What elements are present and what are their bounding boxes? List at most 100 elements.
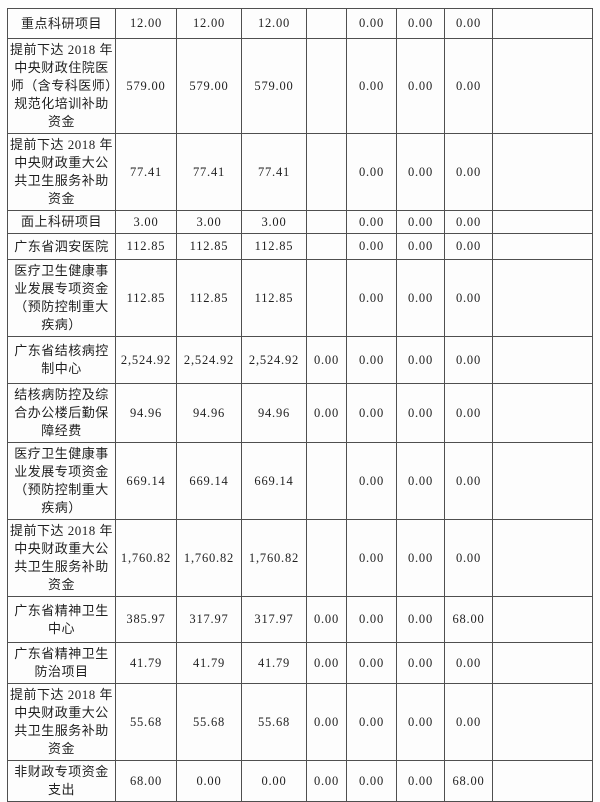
amount-cell: 0.00 xyxy=(444,8,493,39)
amount-cell xyxy=(306,8,347,39)
amount-cell: 579.00 xyxy=(176,38,242,134)
amount-cell: 0.00 xyxy=(444,38,493,134)
project-name-cell: 提前下达 2018 年中央财政重大公共卫生服务补助资金 xyxy=(7,133,116,211)
amount-cell: 41.79 xyxy=(241,642,307,684)
amount-cell: 0.00 xyxy=(396,133,445,211)
amount-cell: 12.00 xyxy=(176,8,242,39)
amount-cell: 0.00 xyxy=(176,760,242,802)
amount-cell: 0.00 xyxy=(306,596,347,643)
amount-cell: 0.00 xyxy=(396,642,445,684)
amount-cell xyxy=(306,38,347,134)
amount-cell: 112.85 xyxy=(176,233,242,260)
amount-cell: 0.00 xyxy=(241,760,307,802)
amount-cell: 317.97 xyxy=(176,596,242,643)
project-name-cell: 广东省精神卫生防治项目 xyxy=(7,642,116,684)
project-name-cell: 面上科研项目 xyxy=(7,210,116,234)
amount-cell: 0.00 xyxy=(346,133,397,211)
amount-cell: 0.00 xyxy=(346,210,397,234)
amount-cell xyxy=(492,596,593,643)
amount-cell: 385.97 xyxy=(115,596,177,643)
table-row: 广东省精神卫生防治项目 41.79 41.79 41.79 0.00 0.00 0.00 0.… xyxy=(7,642,593,684)
amount-cell xyxy=(492,442,593,520)
amount-cell xyxy=(492,760,593,802)
amount-cell xyxy=(492,38,593,134)
amount-cell: 3.00 xyxy=(241,210,307,234)
amount-cell xyxy=(492,210,593,234)
amount-cell: 112.85 xyxy=(241,259,307,337)
amount-cell: 55.68 xyxy=(115,683,177,761)
amount-cell: 0.00 xyxy=(346,38,397,134)
table-row: 提前下达 2018 年中央财政重大公共卫生服务补助资金 1,760.82 1,760… xyxy=(7,519,593,597)
amount-cell: 3.00 xyxy=(176,210,242,234)
project-name-cell: 提前下达 2018 年中央财政住院医师（含专科医师）规范化培训补助资金 xyxy=(7,38,116,134)
amount-cell xyxy=(306,519,347,597)
project-name-cell: 医疗卫生健康事业发展专项资金（预防控制重大疾病） xyxy=(7,442,116,520)
amount-cell: 112.85 xyxy=(176,259,242,337)
amount-cell: 12.00 xyxy=(115,8,177,39)
amount-cell xyxy=(306,133,347,211)
amount-cell xyxy=(492,336,593,384)
amount-cell: 2,524.92 xyxy=(115,336,177,384)
amount-cell: 0.00 xyxy=(396,442,445,520)
amount-cell: 55.68 xyxy=(176,683,242,761)
amount-cell: 0.00 xyxy=(346,442,397,520)
amount-cell xyxy=(492,133,593,211)
amount-cell: 0.00 xyxy=(346,336,397,384)
amount-cell: 0.00 xyxy=(306,642,347,684)
amount-cell: 94.96 xyxy=(176,383,242,443)
budget-table: 重点科研项目 12.00 12.00 12.00 0.00 0.00 0.00 提前下达 20… xyxy=(7,8,593,802)
amount-cell: 55.68 xyxy=(241,683,307,761)
amount-cell: 0.00 xyxy=(396,760,445,802)
amount-cell: 3.00 xyxy=(115,210,177,234)
project-name-cell: 结核病防控及综合办公楼后勤保障经费 xyxy=(7,383,116,443)
amount-cell: 41.79 xyxy=(176,642,242,684)
amount-cell: 0.00 xyxy=(396,259,445,337)
amount-cell: 0.00 xyxy=(444,442,493,520)
amount-cell xyxy=(306,233,347,260)
amount-cell: 12.00 xyxy=(241,8,307,39)
table-row: 面上科研项目 3.00 3.00 3.00 0.00 0.00 0.00 xyxy=(7,210,593,234)
table-row: 提前下达 2018 年中央财政住院医师（含专科医师）规范化培训补助资金 579.0… xyxy=(7,38,593,134)
table-row: 医疗卫生健康事业发展专项资金（预防控制重大疾病） 669.14 669.14 669.… xyxy=(7,442,593,520)
amount-cell: 0.00 xyxy=(396,519,445,597)
amount-cell: 77.41 xyxy=(176,133,242,211)
amount-cell: 2,524.92 xyxy=(176,336,242,384)
amount-cell: 0.00 xyxy=(306,760,347,802)
amount-cell: 669.14 xyxy=(241,442,307,520)
project-name-cell: 广东省精神卫生中心 xyxy=(7,596,116,643)
amount-cell: 94.96 xyxy=(115,383,177,443)
project-name-cell: 广东省泗安医院 xyxy=(7,233,116,260)
amount-cell xyxy=(306,442,347,520)
amount-cell: 0.00 xyxy=(396,38,445,134)
amount-cell xyxy=(492,519,593,597)
amount-cell xyxy=(306,259,347,337)
project-name-cell: 非财政专项资金支出 xyxy=(7,760,116,802)
amount-cell: 0.00 xyxy=(444,133,493,211)
amount-cell: 1,760.82 xyxy=(241,519,307,597)
table-row: 提前下达 2018 年中央财政重大公共卫生服务补助资金 55.68 55.68 55.… xyxy=(7,683,593,761)
amount-cell: 0.00 xyxy=(396,336,445,384)
amount-cell: 94.96 xyxy=(241,383,307,443)
amount-cell: 0.00 xyxy=(346,642,397,684)
project-name-cell: 广东省结核病控制中心 xyxy=(7,336,116,384)
amount-cell xyxy=(492,642,593,684)
amount-cell: 77.41 xyxy=(241,133,307,211)
amount-cell: 579.00 xyxy=(115,38,177,134)
amount-cell xyxy=(492,259,593,337)
amount-cell xyxy=(492,383,593,443)
table-row: 广东省泗安医院 112.85 112.85 112.85 0.00 0.00 0.00 xyxy=(7,233,593,260)
amount-cell: 0.00 xyxy=(396,683,445,761)
amount-cell xyxy=(306,210,347,234)
table-row: 广东省精神卫生中心 385.97 317.97 317.97 0.00 0.00 0.00 6… xyxy=(7,596,593,643)
amount-cell: 0.00 xyxy=(346,596,397,643)
amount-cell: 68.00 xyxy=(115,760,177,802)
table-row: 广东省结核病控制中心 2,524.92 2,524.92 2,524.92 0.00 0.… xyxy=(7,336,593,384)
amount-cell: 0.00 xyxy=(346,383,397,443)
amount-cell: 0.00 xyxy=(306,336,347,384)
amount-cell: 2,524.92 xyxy=(241,336,307,384)
amount-cell: 0.00 xyxy=(396,210,445,234)
amount-cell xyxy=(492,683,593,761)
amount-cell xyxy=(492,233,593,260)
amount-cell: 0.00 xyxy=(346,8,397,39)
project-name-cell: 提前下达 2018 年中央财政重大公共卫生服务补助资金 xyxy=(7,683,116,761)
